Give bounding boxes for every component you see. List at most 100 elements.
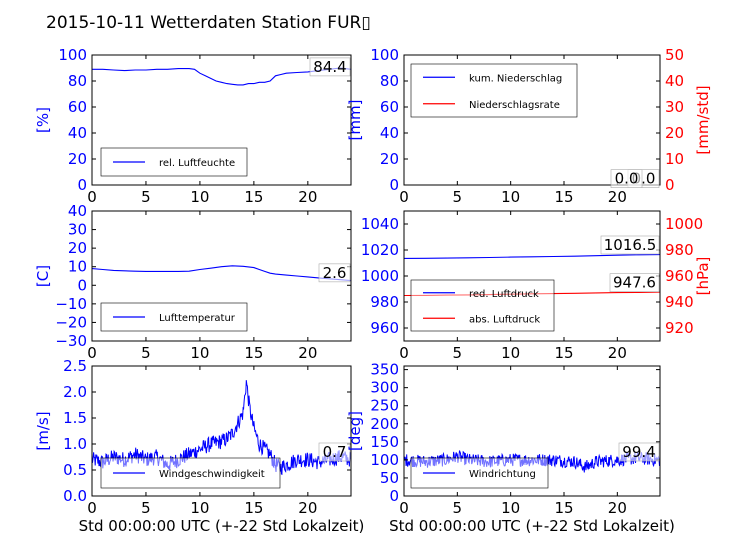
x-tick-label: 0 (87, 188, 97, 206)
y2-tick-label: 980 (665, 241, 694, 259)
y-tick-label: 0.0 (63, 487, 87, 505)
y-tick-label: 1020 (361, 241, 399, 259)
value-annotation: 947.6 (613, 274, 656, 292)
x-tick-label: 20 (608, 344, 627, 362)
y2-tick-label: 960 (665, 267, 694, 285)
y-tick-label: 0 (389, 176, 399, 194)
x-tick-label: 10 (501, 344, 520, 362)
y-tick-label: 2.0 (63, 383, 87, 401)
series-group (404, 254, 660, 297)
series-line-abs-luftdruck (404, 291, 660, 297)
legend-frame (410, 63, 578, 118)
x-tick-label: 20 (298, 344, 317, 362)
value-box (609, 273, 660, 293)
series-group (92, 67, 351, 86)
x-axis-label: Std 00:00:00 UTC (+-22 Std Lokalzeit) (79, 517, 365, 535)
y2-axis-label: [hPa] (694, 257, 712, 296)
x-tick-label: 10 (190, 499, 209, 517)
value-box (309, 57, 351, 77)
legend-frame (410, 279, 555, 332)
series-group (404, 450, 660, 473)
x-tick-label: 20 (298, 499, 317, 517)
y2-tick-label: 30 (665, 98, 684, 116)
value-annotation: 99.4 (622, 443, 655, 461)
y-tick-label: 50 (380, 469, 399, 487)
series-line-windrichtung (404, 450, 660, 473)
y-tick-label: 1.5 (63, 409, 87, 427)
y-axis-label: [deg] (346, 411, 364, 451)
x-tick-label: 0 (399, 188, 409, 206)
value-annotation: 0.0 (615, 170, 639, 188)
x-tick-label: 20 (298, 188, 317, 206)
series-group (92, 380, 351, 476)
value-annotation: 84.4 (313, 58, 346, 76)
y-tick-label: 60 (380, 98, 399, 116)
value-box (318, 442, 351, 462)
x-tick-label: 15 (244, 188, 263, 206)
series-group (92, 265, 351, 282)
x-tick-label: 0 (87, 499, 97, 517)
y-tick-label: 0 (77, 276, 87, 294)
panel-precip: 0 5 10 15 20 0 20 40 60 80 100 0 10 20 30 40 50 [mm] [mm/s… (346, 46, 712, 206)
x-tick-label: 0 (399, 499, 409, 517)
y-tick-label: 1000 (361, 267, 399, 285)
legend: Windrichtung (410, 457, 549, 489)
x-tick-label: 15 (554, 188, 573, 206)
y-axis-label: [C] (34, 265, 52, 287)
y-tick-label: 20 (68, 239, 87, 257)
y2-tick-label: 1000 (665, 215, 703, 233)
legend-label: abs. Luftdruck (469, 314, 540, 325)
y2-tick-label: 0 (665, 176, 675, 194)
x-tick-label: 15 (554, 344, 573, 362)
x-tick-label: 0 (87, 344, 97, 362)
x-tick-label: 5 (141, 499, 151, 517)
y-tick-label: 0 (389, 487, 399, 505)
x-tick-label: 10 (190, 188, 209, 206)
y-tick-label: 100 (370, 46, 399, 64)
plot-frame (403, 54, 661, 186)
x-tick-label: 5 (453, 188, 463, 206)
legend-label: Windrichtung (469, 469, 536, 480)
panel-humidity: 0 5 10 15 20 0 20 40 60 80 100 [%] 84.4 rel. Luftfeuc… (34, 46, 352, 206)
y-tick-label: 0.5 (63, 461, 87, 479)
y-tick-label: 250 (370, 397, 399, 415)
y-tick-label: −20 (55, 313, 87, 331)
y-tick-label: −30 (55, 332, 87, 350)
x-axis-label: Std 00:00:00 UTC (+-22 Std Lokalzeit) (389, 517, 675, 535)
y2-tick-label: 10 (665, 150, 684, 168)
panel-windspeed: 0 5 10 15 20 0.0 0.5 1.0 1.5 2.0 2.5 [m/s] Std 00:00… (34, 357, 364, 535)
y-tick-label: 80 (380, 72, 399, 90)
y-tick-label: 30 (68, 221, 87, 239)
y-axis-label: [%] (34, 107, 52, 133)
x-tick-label: 15 (244, 344, 263, 362)
series-line-lufttemperatur (92, 265, 351, 282)
legend-label: kum. Niederschlag (469, 73, 562, 84)
value-box (610, 169, 643, 188)
y-tick-label: 100 (370, 451, 399, 469)
y-tick-label: 300 (370, 379, 399, 397)
series-line-windgeschwindigkeit (92, 380, 351, 476)
legend-label: Niederschlagsrate (469, 100, 560, 111)
legend-label: Lufttemperatur (159, 313, 236, 324)
y2-tick-label: 50 (665, 46, 684, 64)
y-tick-label: 80 (68, 72, 87, 90)
y2-tick-label: 940 (665, 293, 694, 311)
y-axis-label: [mm] (346, 100, 364, 141)
legend-frame (100, 147, 248, 177)
plot-frame (91, 365, 352, 497)
series-line-rel-luftfeuchte (92, 67, 351, 86)
x-tick-label: 0 (399, 344, 409, 362)
value-box (318, 263, 351, 283)
panel-pressure: 0 5 10 15 20 960 980 1000 1020 1040 920 940 960 980 10… (361, 210, 712, 362)
plot-frame (403, 365, 661, 497)
y-tick-label: 10 (68, 258, 87, 276)
y-tick-label: 100 (58, 46, 87, 64)
y-tick-label: 200 (370, 415, 399, 433)
x-tick-label: 10 (501, 188, 520, 206)
y-tick-label: 960 (370, 319, 399, 337)
y2-tick-label: 920 (665, 319, 694, 337)
legend: rel. Luftfeuchte (100, 147, 248, 177)
x-tick-label: 10 (501, 499, 520, 517)
